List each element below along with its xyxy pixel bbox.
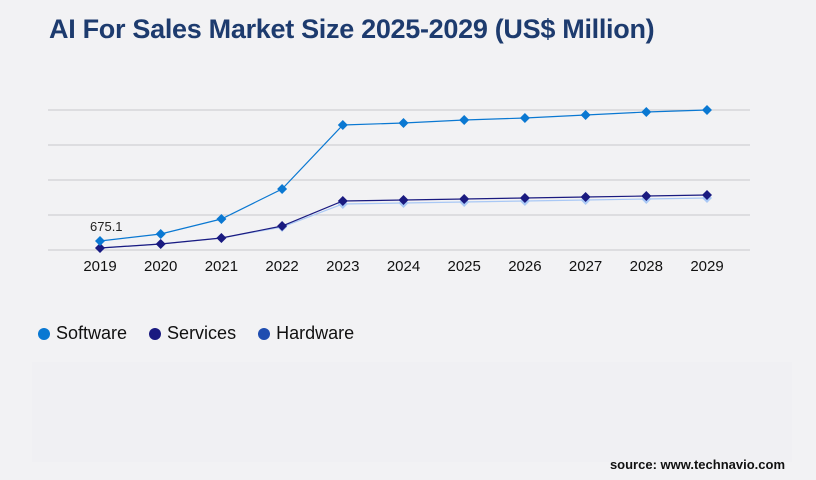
- data-point-services: [155, 239, 166, 249]
- data-point-services: [95, 243, 105, 253]
- data-point-services: [459, 194, 470, 204]
- source-text: source: www.technavio.com: [609, 457, 785, 472]
- x-tick-label: 2027: [569, 258, 602, 275]
- x-tick-label: 2022: [265, 258, 298, 275]
- data-point-software: [641, 107, 652, 117]
- chart-title: AI For Sales Market Size 2025-2029 (US$ …: [49, 14, 655, 44]
- data-point-services: [216, 233, 227, 243]
- x-tick-label: 2020: [144, 258, 177, 275]
- legend-marker-icon: [258, 327, 271, 340]
- data-point-software: [702, 105, 712, 115]
- x-tick-label: 2019: [83, 258, 116, 275]
- data-point-services: [580, 192, 591, 202]
- x-tick-label: 2023: [326, 258, 359, 275]
- x-tick-label: 2026: [508, 258, 541, 275]
- line-chart: 2019 2020 2021 2022 2023 2024 2025 2026 2027 2028…: [48, 105, 750, 275]
- data-point-services: [398, 195, 409, 205]
- data-point-software: [398, 118, 409, 128]
- data-point-services: [277, 221, 288, 231]
- data-point-software: [95, 235, 105, 246]
- legend-item-software: Software: [38, 323, 127, 344]
- data-point-software: [459, 115, 470, 125]
- legend-label: Services: [167, 323, 237, 343]
- x-tick-label: 2021: [205, 258, 238, 275]
- x-tick-label: 2029: [690, 258, 723, 275]
- data-point-services: [641, 191, 652, 201]
- legend-label: Hardware: [276, 323, 355, 343]
- data-point-software: [519, 113, 530, 123]
- background-panel: [32, 362, 792, 462]
- legend-marker-icon: [149, 327, 162, 340]
- data-label: 675.1: [90, 219, 123, 234]
- legend-item-hardware: Hardware: [258, 323, 354, 344]
- x-tick-label: 2028: [630, 258, 663, 275]
- data-point-software: [580, 110, 591, 120]
- data-point-software: [337, 120, 348, 130]
- x-tick-label: 2025: [448, 258, 481, 275]
- series-line-software: [99, 109, 708, 242]
- data-point-software: [216, 214, 227, 224]
- x-tick-label: 2024: [387, 258, 420, 275]
- legend-label: Software: [56, 323, 128, 343]
- legend-item-services: Services: [149, 323, 236, 344]
- legend: Software Services Hardware: [38, 323, 354, 344]
- data-point-services: [337, 196, 348, 206]
- data-point-software: [155, 229, 166, 239]
- data-point-services: [702, 190, 712, 200]
- data-point-software: [277, 184, 288, 194]
- data-point-services: [519, 193, 530, 203]
- legend-marker-icon: [38, 327, 50, 340]
